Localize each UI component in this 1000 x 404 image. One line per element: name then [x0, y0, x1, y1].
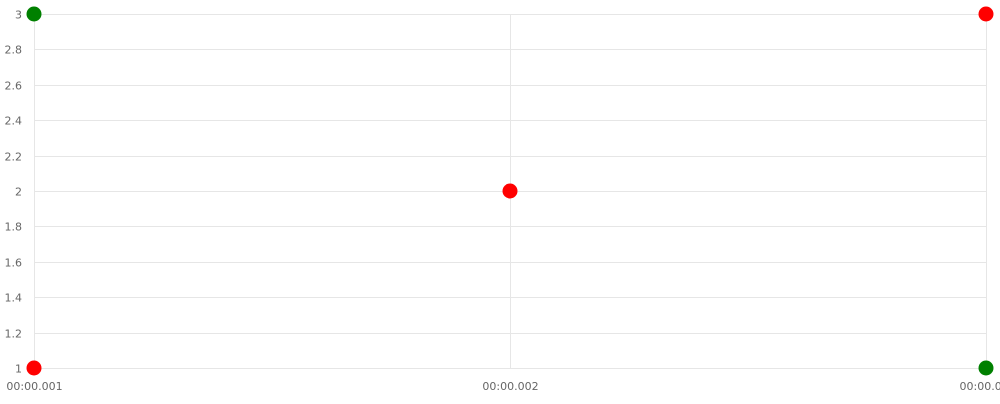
data-point — [27, 7, 42, 22]
y-tick-label: 1.6 — [5, 257, 23, 270]
y-tick-label: 3 — [15, 9, 22, 22]
y-tick-label: 1.8 — [5, 221, 23, 234]
y-tick-label: 2.8 — [5, 44, 23, 57]
y-tick-label: 1 — [15, 363, 22, 376]
x-tick-label: 00:00.002 — [482, 380, 538, 393]
x-tick-label: 00:00.001 — [6, 380, 62, 393]
x-tick-label: 00:00.0 — [960, 380, 1000, 393]
y-tick-label: 2.6 — [5, 80, 23, 93]
data-point — [979, 7, 994, 22]
y-tick-label: 2 — [15, 186, 22, 199]
y-tick-label: 1.2 — [5, 328, 23, 341]
data-point — [27, 361, 42, 376]
data-point — [979, 361, 994, 376]
data-point — [503, 184, 518, 199]
y-tick-label: 2.2 — [5, 151, 23, 164]
y-tick-label: 1.4 — [5, 292, 23, 305]
y-tick-label: 2.4 — [5, 115, 23, 128]
